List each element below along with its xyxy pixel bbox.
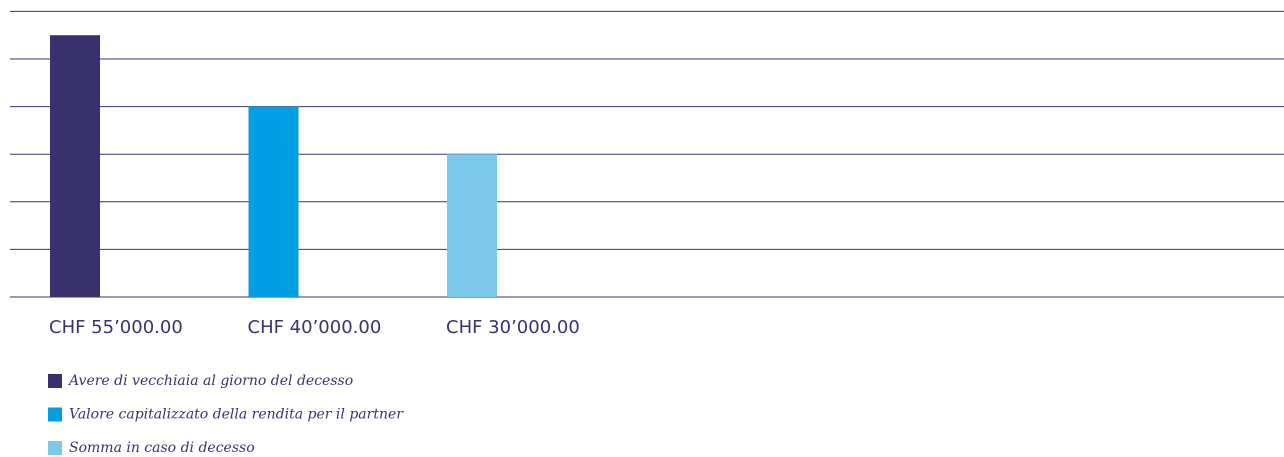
value-label: CHF 30’000.00	[446, 317, 580, 338]
legend-text: Somma in caso di decesso	[69, 440, 255, 456]
bar	[248, 106, 299, 297]
legend-text: Valore capitalizzato della rendita per i…	[69, 407, 404, 423]
value-label: CHF 55’000.00	[49, 317, 183, 338]
value-label: CHF 40’000.00	[248, 317, 382, 338]
legend-text: Avere di vecchiaia al giorno del decesso	[67, 373, 353, 389]
legend-swatch	[48, 407, 62, 422]
legend-swatch	[48, 441, 62, 455]
bar	[50, 35, 100, 297]
bar	[447, 154, 497, 297]
legend-swatch	[48, 374, 62, 388]
